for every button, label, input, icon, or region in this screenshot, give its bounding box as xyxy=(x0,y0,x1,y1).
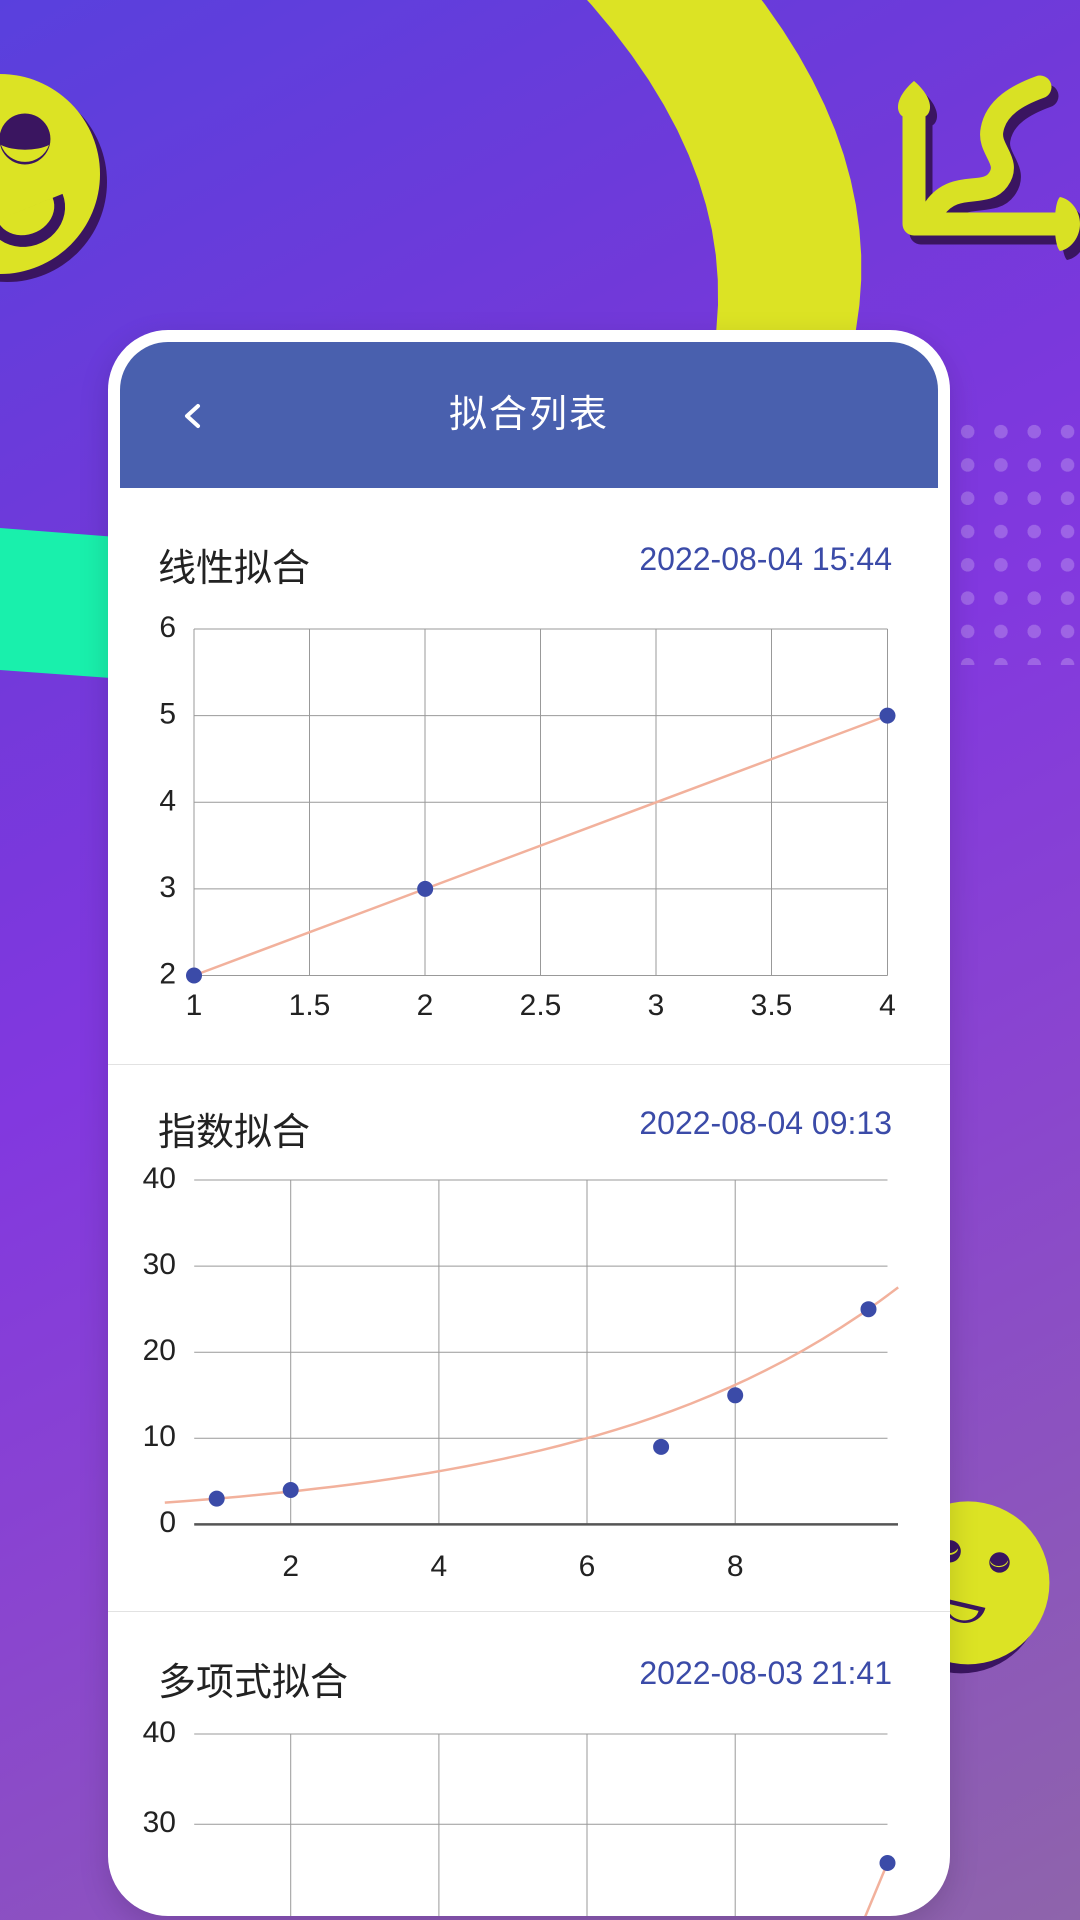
svg-text:4: 4 xyxy=(159,784,176,817)
svg-text:4: 4 xyxy=(879,989,896,1022)
svg-text:30: 30 xyxy=(143,1248,176,1281)
svg-text:8: 8 xyxy=(727,1550,744,1583)
svg-text:20: 20 xyxy=(143,1334,176,1367)
svg-text:4: 4 xyxy=(431,1550,448,1583)
svg-text:2.5: 2.5 xyxy=(520,989,562,1022)
svg-text:0: 0 xyxy=(159,1506,176,1539)
svg-text:5: 5 xyxy=(159,698,176,731)
svg-text:3.5: 3.5 xyxy=(751,989,793,1022)
svg-text:1: 1 xyxy=(186,989,203,1022)
svg-text:3: 3 xyxy=(159,871,176,904)
svg-text:2: 2 xyxy=(159,958,176,991)
svg-text:2: 2 xyxy=(417,989,434,1022)
svg-text:10: 10 xyxy=(143,1420,176,1453)
svg-text:2: 2 xyxy=(282,1550,299,1583)
svg-text:3: 3 xyxy=(648,989,665,1022)
svg-text:40: 40 xyxy=(143,1162,176,1195)
svg-text:6: 6 xyxy=(159,611,176,644)
svg-text:40: 40 xyxy=(143,1716,176,1749)
svg-text:6: 6 xyxy=(579,1550,596,1583)
svg-text:30: 30 xyxy=(143,1806,176,1839)
svg-text:1.5: 1.5 xyxy=(289,989,331,1022)
